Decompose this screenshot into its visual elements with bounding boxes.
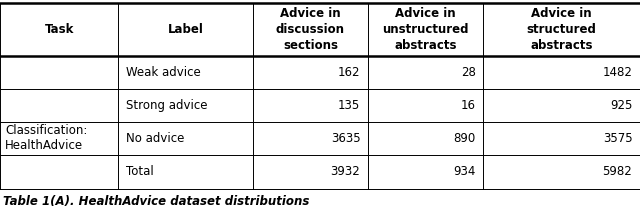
Text: Advice in
discussion
sections: Advice in discussion sections (276, 7, 345, 52)
Text: 925: 925 (610, 99, 632, 112)
Text: Total: Total (126, 166, 154, 178)
Text: 28: 28 (461, 66, 476, 79)
Text: Advice in
unstructured
abstracts: Advice in unstructured abstracts (382, 7, 469, 52)
Text: Classification:
HealthAdvice: Classification: HealthAdvice (5, 124, 88, 152)
Text: Strong advice: Strong advice (126, 99, 207, 112)
Text: 3575: 3575 (603, 132, 632, 145)
Text: 934: 934 (453, 166, 476, 178)
Text: Label: Label (168, 23, 204, 36)
Text: 162: 162 (338, 66, 360, 79)
Text: 16: 16 (461, 99, 476, 112)
Text: 3635: 3635 (331, 132, 360, 145)
Text: Weak advice: Weak advice (126, 66, 201, 79)
Text: Advice in
structured
abstracts: Advice in structured abstracts (527, 7, 596, 52)
Text: 135: 135 (338, 99, 360, 112)
Text: 1482: 1482 (602, 66, 632, 79)
Text: 890: 890 (453, 132, 476, 145)
Text: Table 1(A). HealthAdvice dataset distributions: Table 1(A). HealthAdvice dataset distrib… (3, 196, 309, 209)
Text: 3932: 3932 (331, 166, 360, 178)
Text: No advice: No advice (126, 132, 184, 145)
Text: Task: Task (45, 23, 74, 36)
Text: 5982: 5982 (603, 166, 632, 178)
